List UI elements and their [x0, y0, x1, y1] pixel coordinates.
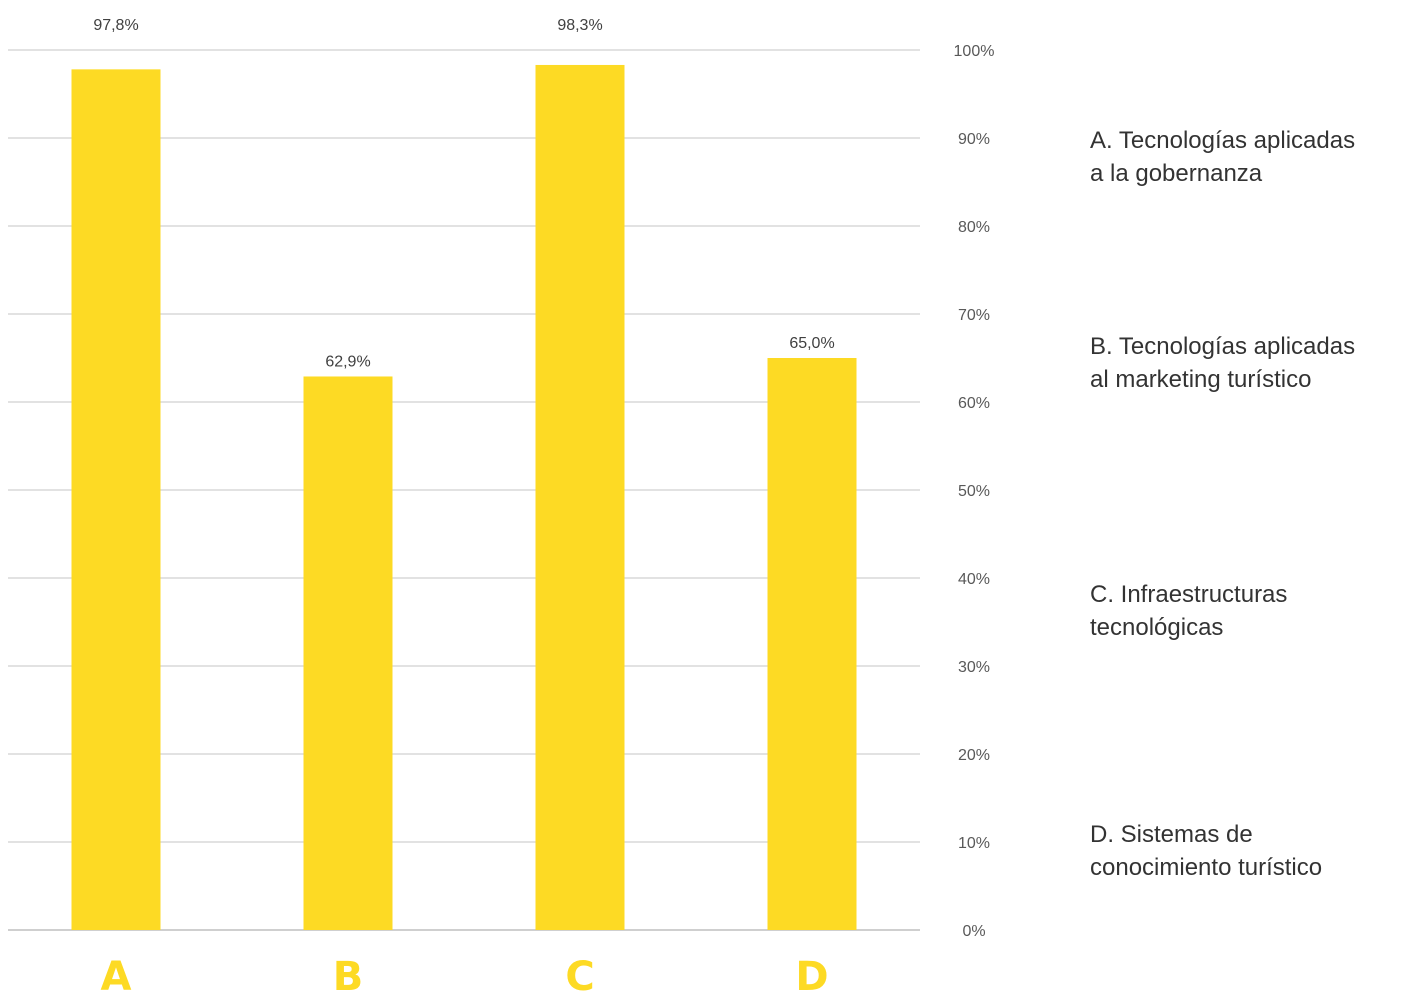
legend-item-c: C. Infraestructuras tecnológicas — [1090, 578, 1410, 644]
bar-a — [71, 69, 161, 931]
y-tick-label-60: 60% — [958, 395, 990, 412]
legend-item-d-line-2: conocimiento turístico — [1090, 854, 1323, 881]
category-label-c: C — [565, 954, 594, 994]
y-tick-label-40: 40% — [958, 571, 990, 588]
category-label-a: A — [101, 954, 132, 994]
legend-item-b: B. Tecnologías aplicadas al marketing tu… — [1090, 330, 1410, 396]
legend-item-c-line-1: C. Infraestructuras — [1090, 581, 1288, 608]
y-tick-label-70: 70% — [958, 307, 990, 324]
y-tick-label-10: 10% — [958, 835, 990, 852]
y-tick-label-90: 90% — [958, 131, 990, 148]
y-tick-label-20: 20% — [958, 747, 990, 764]
legend-item-b-line-1: B. Tecnologías aplicadas — [1090, 333, 1356, 360]
data-label-d: 65,0% — [789, 335, 834, 352]
category-label-b: B — [333, 954, 364, 994]
bar-b — [303, 376, 393, 931]
y-tick-label-0: 0% — [962, 923, 985, 940]
legend-item-d-line-1: D. Sistemas de — [1090, 821, 1253, 848]
y-tick-label-80: 80% — [958, 219, 990, 236]
data-label-b: 62,9% — [325, 353, 370, 370]
y-tick-label-100: 100% — [954, 43, 995, 60]
legend-item-a-line-1: A. Tecnologías aplicadas — [1090, 127, 1356, 154]
y-tick-label-50: 50% — [958, 483, 990, 500]
data-label-a: 97,8% — [93, 17, 138, 34]
bar-c — [535, 64, 625, 930]
category-label-d: D — [795, 954, 828, 994]
legend-item-d: D. Sistemas de conocimiento turístico — [1090, 818, 1410, 884]
legend-item-a: A. Tecnologías aplicadas a la gobernanza — [1090, 124, 1410, 190]
legend-item-c-line-2: tecnológicas — [1090, 614, 1224, 641]
y-tick-label-30: 30% — [958, 659, 990, 676]
legend-item-b-line-2: al marketing turístico — [1090, 366, 1312, 393]
legend-item-a-line-2: a la gobernanza — [1090, 160, 1263, 187]
data-label-c: 98,3% — [557, 17, 602, 34]
bar-d — [767, 358, 857, 930]
